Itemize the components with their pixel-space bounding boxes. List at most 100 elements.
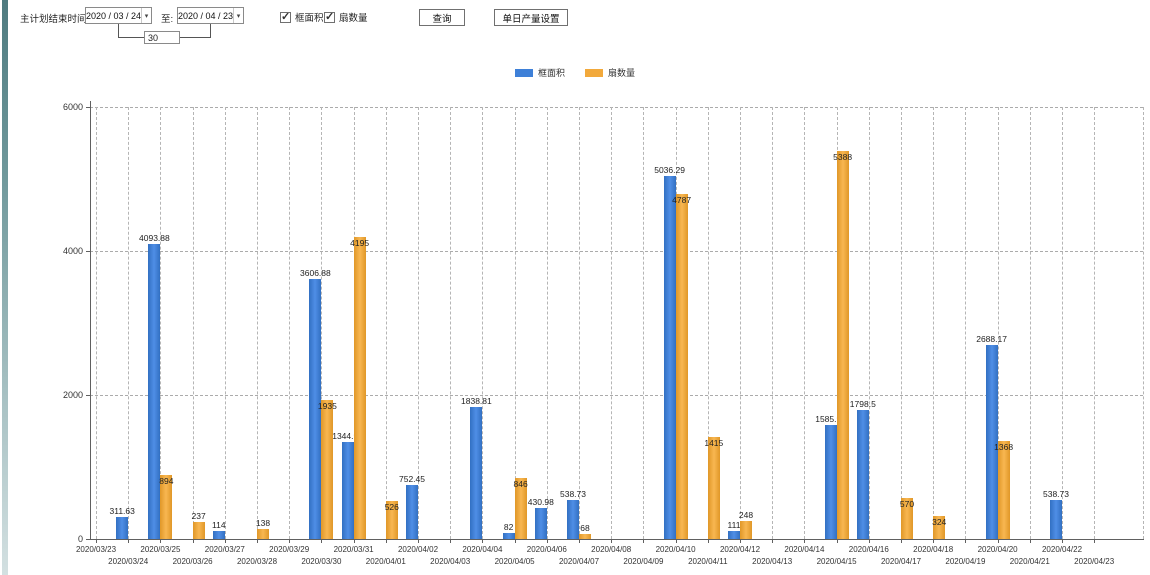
x-tick-label: 2020/03/29 <box>269 545 310 554</box>
daily-output-settings-button[interactable]: 单日产量设置 <box>494 9 568 26</box>
v-gridline <box>257 107 258 539</box>
y-axis-line <box>90 101 91 539</box>
date-from-dropdown-arrow-icon[interactable]: ▾ <box>141 8 151 23</box>
bar-value-label: 248 <box>738 510 754 520</box>
x-tick-label: 2020/04/19 <box>945 557 986 566</box>
bar-value-label: 114 <box>212 520 226 530</box>
x-tick-label: 2020/04/07 <box>558 557 600 566</box>
bar-frame-area <box>985 345 998 539</box>
checkbox-fan-count-icon[interactable]: ✓ <box>324 10 335 23</box>
bar-value-label: 1585.96 <box>815 414 846 424</box>
bar-frame-area <box>309 279 322 539</box>
v-gridline <box>611 107 613 539</box>
y-tick-label: 6000 <box>62 102 83 112</box>
v-gridline <box>514 107 516 539</box>
v-gridline <box>579 107 580 539</box>
x-axis-tick <box>997 539 999 543</box>
bar-value-label: 1798.5 <box>849 399 876 409</box>
x-tick-label: 2020/04/10 <box>655 545 696 554</box>
bar-value-label: 570 <box>899 499 915 509</box>
v-gridline <box>868 107 870 539</box>
v-gridline <box>997 107 999 539</box>
checkbox-fan-count[interactable]: ✓ 扇数量 <box>324 10 368 24</box>
legend-item-frame-area[interactable]: 框面积 <box>514 66 565 79</box>
legend-label-fan-count: 扇数量 <box>608 68 636 78</box>
x-axis-tick <box>96 539 97 543</box>
bar-fan-count <box>901 498 913 539</box>
bar-value-label: 4093.88 <box>139 233 170 243</box>
checkbox-frame-area[interactable]: ✓ 框面积 <box>280 10 324 24</box>
x-tick-label: 2020/04/02 <box>397 545 439 554</box>
x-tick-label: 2020/04/09 <box>623 557 664 566</box>
bar-frame-area <box>116 517 129 539</box>
x-axis-tick <box>933 539 935 543</box>
bar-value-label: 237 <box>191 511 206 521</box>
y-axis-tick <box>86 107 90 108</box>
bar-frame-area <box>856 410 869 539</box>
bar-frame-area <box>534 508 547 539</box>
legend-swatch-frame-area-icon <box>514 68 533 77</box>
v-gridline <box>772 107 774 539</box>
x-tick-label: 2020/04/03 <box>430 557 471 566</box>
bar-frame-area <box>406 485 418 539</box>
interval-days-input[interactable]: 30 <box>144 31 180 44</box>
v-gridline <box>643 107 645 539</box>
bar-fan-count <box>675 194 688 539</box>
x-tick-label: 2020/04/15 <box>816 557 857 566</box>
legend-label-frame-area: 框面积 <box>537 68 565 78</box>
bar-value-label: 111 <box>727 520 741 530</box>
bar-fan-count <box>707 437 720 539</box>
v-gridline <box>192 107 194 539</box>
v-gridline <box>321 107 323 539</box>
x-tick-label: 2020/04/17 <box>880 557 922 566</box>
x-axis-tick <box>546 539 548 543</box>
x-tick-label: 2020/04/05 <box>494 557 535 566</box>
bar-fan-count <box>257 529 269 539</box>
checkbox-frame-area-icon[interactable]: ✓ <box>280 10 291 23</box>
bar-value-label: 138 <box>255 518 271 528</box>
x-tick-label: 2020/04/21 <box>1009 557 1050 566</box>
end-time-label: 主计划结束时间: <box>20 14 90 25</box>
v-gridline <box>901 107 902 539</box>
date-to-picker[interactable]: 2020 / 04 / 23 ▾ <box>177 7 244 24</box>
v-gridline <box>385 107 387 539</box>
bar-frame-area <box>502 533 515 539</box>
x-tick-label: 2020/04/20 <box>977 545 1018 554</box>
query-button[interactable]: 查询 <box>419 9 465 26</box>
v-gridline <box>804 107 806 539</box>
bar-value-label: 5036.29 <box>654 165 685 175</box>
date-from-picker[interactable]: 2020 / 03 / 24 ▾ <box>85 7 152 24</box>
x-tick-label: 2020/04/22 <box>1041 545 1083 554</box>
v-gridline <box>740 107 741 539</box>
bar-frame-area <box>470 407 483 539</box>
bar-value-label: 538.73 <box>560 489 586 499</box>
bar-fan-count <box>321 400 334 539</box>
x-axis-tick <box>418 539 419 543</box>
date-to-dropdown-arrow-icon[interactable]: ▾ <box>233 8 243 23</box>
connector-line <box>180 37 211 38</box>
x-axis-tick <box>675 539 677 543</box>
x-tick-label: 2020/04/08 <box>591 545 632 554</box>
y-tick-label: 2000 <box>62 390 83 400</box>
left-edge-strip <box>2 0 8 575</box>
bar-fan-count <box>514 478 527 539</box>
v-gridline <box>1062 107 1063 539</box>
x-tick-label: 2020/04/23 <box>1074 557 1115 566</box>
bar-fan-count <box>160 475 173 539</box>
date-to-value: 2020 / 04 / 23 <box>178 10 234 21</box>
x-tick-label: 2020/04/13 <box>752 557 793 566</box>
v-gridline <box>707 107 709 539</box>
x-axis-tick <box>611 539 613 543</box>
checkbox-frame-area-label: 框面积 <box>295 13 324 24</box>
h-gridline <box>90 395 1143 396</box>
x-axis-tick <box>707 539 709 543</box>
x-tick-label: 2020/03/25 <box>140 545 181 554</box>
x-axis-tick <box>772 539 774 543</box>
bar-value-label: 2688.17 <box>976 334 1007 344</box>
bar-fan-count <box>192 522 205 539</box>
legend-item-fan-count[interactable]: 扇数量 <box>585 66 635 79</box>
x-axis-tick <box>1094 539 1096 543</box>
x-axis-tick <box>224 539 226 543</box>
bar-value-label: 324 <box>932 517 947 527</box>
bar-frame-area <box>1050 500 1062 539</box>
